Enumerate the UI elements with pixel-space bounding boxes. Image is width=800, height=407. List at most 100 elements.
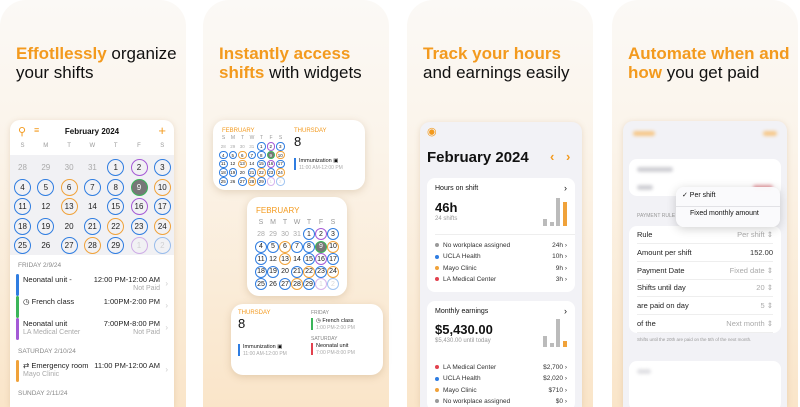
calendar-day[interactable]: 19	[228, 168, 237, 177]
calendar-day[interactable]: 26	[230, 178, 236, 184]
calendar-day[interactable]: 6	[60, 178, 78, 196]
calendar-day[interactable]: 26	[41, 241, 51, 250]
calendar-day[interactable]: 5	[37, 178, 55, 196]
calendar-day[interactable]: 10	[153, 178, 171, 196]
calendar-day[interactable]: 1	[257, 142, 266, 151]
agenda-widget[interactable]: THURSDAY 8 Immunization ▣ 11:00 AM-12:00…	[231, 304, 383, 375]
calendar-day[interactable]: 29	[41, 163, 51, 172]
calendar-day[interactable]: 16	[266, 159, 275, 169]
calendar-day[interactable]: 7	[83, 178, 101, 196]
calendar-day[interactable]: 28	[247, 177, 256, 186]
name-field[interactable]	[637, 167, 673, 172]
setting-value[interactable]: Per shift ⇕	[737, 230, 773, 239]
save-button[interactable]	[763, 131, 777, 136]
calendar-day[interactable]: 7	[291, 240, 303, 253]
calendar-day[interactable]: 28	[291, 278, 303, 290]
calendar-day[interactable]: 14	[87, 202, 97, 211]
calendar-day[interactable]: 2	[130, 159, 148, 176]
payment-setting-row[interactable]: Amount per shift 152.00	[637, 244, 773, 262]
shift-item[interactable]: ◷ French class 1:00PM-2:00 PM ›	[16, 296, 168, 322]
calendar-day[interactable]: 25	[255, 278, 267, 290]
calendar-day[interactable]: 15	[257, 159, 266, 169]
calendar-day[interactable]: 17	[153, 198, 171, 215]
payment-setting-row[interactable]: of the Next month ⇕	[637, 315, 773, 333]
calendar-day[interactable]: 26	[269, 280, 277, 288]
calendar-day[interactable]: 21	[291, 265, 303, 278]
hours-card[interactable]: Hours on shift › 46h 24 shifts No workpl…	[427, 178, 575, 292]
chevron-right-icon[interactable]: ›	[564, 306, 567, 316]
calendar-day[interactable]: 14	[249, 161, 255, 167]
calendar-day[interactable]: 3	[276, 142, 285, 151]
calendar-day[interactable]: 29	[257, 177, 266, 186]
calendar-day[interactable]: 22	[107, 217, 125, 235]
calendar-day[interactable]: 16	[315, 253, 327, 265]
calendar-day[interactable]: 2	[327, 278, 339, 290]
calendar-day[interactable]: 1	[303, 228, 315, 240]
workplace-row[interactable]: Mayo Clinic 9h ›	[435, 265, 567, 272]
workplace-row[interactable]: Mayo Clinic $710 ›	[435, 387, 567, 394]
calendar-day[interactable]: 22	[257, 168, 266, 177]
calendar-day[interactable]: 5	[228, 150, 237, 160]
calendar-day[interactable]: 17	[327, 253, 339, 265]
calendar-day[interactable]: 12	[269, 255, 277, 263]
calendar-day[interactable]: 21	[247, 168, 256, 177]
calendar-day[interactable]: 28	[257, 230, 265, 238]
calendar-day[interactable]: 24	[153, 217, 171, 235]
chevron-right-icon[interactable]: ›	[566, 149, 571, 164]
calendar-day[interactable]: 13	[238, 159, 247, 169]
plus-icon[interactable]: +	[158, 123, 166, 138]
setting-value[interactable]: Fixed date ⇕	[729, 265, 773, 275]
workplace-row[interactable]: No workplace assigned $0 ›	[435, 398, 567, 405]
calendar-day[interactable]: 29	[230, 143, 236, 149]
calendar-day[interactable]: 28	[83, 237, 101, 254]
shift-item[interactable]: Neonatal unit LA Medical Center 7:00PM-8:0…	[16, 318, 168, 344]
calendar-day[interactable]: 28	[18, 163, 27, 172]
calendar-day[interactable]: 19	[37, 217, 55, 235]
notes-field[interactable]	[629, 361, 781, 407]
payment-setting-row[interactable]: Payment Date Fixed date ⇕	[637, 262, 773, 280]
calendar-day[interactable]: 11	[219, 159, 228, 169]
calendar-day[interactable]: 13	[279, 253, 291, 265]
calendar-day[interactable]: 18	[255, 265, 267, 278]
earnings-card[interactable]: Monthly earnings › $5,430.00 $5,430.00 u…	[427, 301, 575, 407]
calendar-day[interactable]: 2	[153, 237, 171, 254]
calendar-day[interactable]: 30	[64, 163, 74, 172]
calendar-day[interactable]: 1	[266, 177, 275, 186]
calendar-day[interactable]: 5	[267, 240, 279, 253]
workplace-row[interactable]: UCLA Health $2,020 ›	[435, 375, 567, 382]
calendar-day[interactable]: 15	[107, 198, 125, 215]
setting-value[interactable]: 152.00	[750, 247, 773, 257]
cancel-button[interactable]	[633, 131, 655, 136]
calendar-day[interactable]: 12	[230, 161, 236, 167]
calendar-day[interactable]: 12	[41, 202, 51, 211]
calendar-day[interactable]: 1	[315, 278, 327, 290]
calendar-day[interactable]: 3	[327, 228, 339, 240]
medium-calendar-widget[interactable]: FEBRUARY S M T W T F S 28 29 30 31 1 2 3 4 5 6 7 8 9 10 11 12 1…	[213, 120, 365, 190]
calendar-day[interactable]: 27	[238, 177, 247, 186]
calendar-day[interactable]: 31	[87, 163, 97, 172]
calendar-day[interactable]: 9	[315, 240, 327, 253]
calendar-day[interactable]: 10	[276, 150, 285, 160]
calendar-day[interactable]: 6	[238, 150, 247, 160]
calendar-day[interactable]: 28	[220, 143, 226, 149]
calendar-day[interactable]: 11	[255, 253, 267, 265]
calendar-day[interactable]: 4	[14, 178, 31, 196]
calendar-day[interactable]: 18	[14, 217, 31, 235]
calendar-day[interactable]: 31	[293, 230, 301, 238]
menu-item-fixed-monthly[interactable]: Fixed monthly amount	[690, 210, 759, 217]
calendar-day[interactable]: 29	[107, 237, 125, 254]
calendar-day[interactable]: 24	[276, 168, 285, 177]
small-calendar-widget[interactable]: FEBRUARY S M T W T F S 28 29 30 31 1 2 3 4 5 6 7 8 9 10 11 12 1…	[247, 197, 347, 296]
shift-item[interactable]: ⇄ Emergency room Mayo Clinic 11:00 PM-12:0…	[16, 360, 168, 386]
calendar-day[interactable]: 25	[14, 237, 31, 254]
calendar-day[interactable]: 20	[281, 268, 289, 275]
calendar-day[interactable]: 21	[83, 217, 101, 235]
calendar-day[interactable]: 20	[64, 221, 74, 231]
calendar-day[interactable]: 29	[303, 278, 315, 290]
calendar-day[interactable]: 27	[60, 237, 78, 254]
workplace-row[interactable]: UCLA Health 10h ›	[435, 253, 567, 260]
payment-setting-row[interactable]: Rule Per shift ⇕	[637, 226, 773, 244]
calendar-day[interactable]: 20	[239, 170, 245, 176]
calendar-day[interactable]: 23	[266, 168, 275, 177]
calendar-day[interactable]: 18	[219, 168, 228, 177]
